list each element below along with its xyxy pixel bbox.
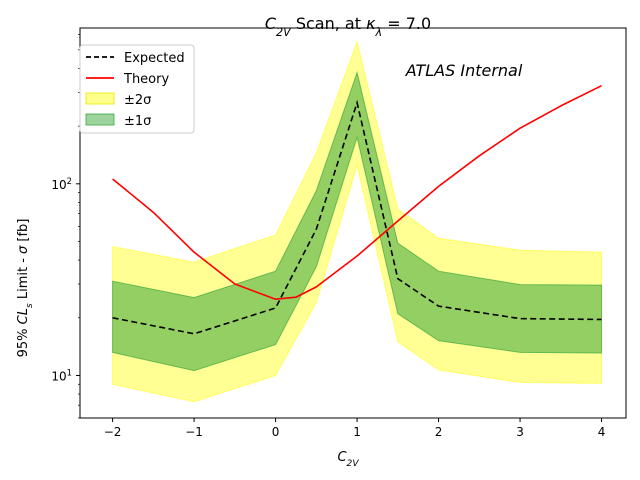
x-tick-label: 3 <box>516 425 524 439</box>
legend: Expected Theory ±2σ ±1σ <box>79 44 195 134</box>
y-tick-label: 101 <box>51 367 72 383</box>
expected-line <box>112 99 602 335</box>
atlas-internal-annotation: ATLAS Internal <box>405 61 523 80</box>
x-tick-label: 1 <box>353 425 361 439</box>
y-axis-ticks: 101 102 <box>51 34 80 419</box>
x-tick-label: 0 <box>272 425 280 439</box>
legend-box <box>79 44 195 134</box>
legend-2sigma-swatch <box>85 92 115 105</box>
y-axis-label: 95% CLs Limit - σ [fb] <box>16 219 35 358</box>
x-tick-label: −2 <box>104 425 122 439</box>
y-tick-label: 102 <box>51 176 72 192</box>
legend-1sigma-swatch <box>85 113 115 126</box>
legend-2sigma-label: ±2σ <box>124 93 151 108</box>
x-tick-label: 2 <box>435 425 443 439</box>
plot-frame <box>79 27 627 419</box>
x-tick-label: −1 <box>185 425 203 439</box>
legend-expected-label: Expected <box>124 51 185 66</box>
x-tick-label: 4 <box>598 425 606 439</box>
band-1sigma <box>112 70 603 372</box>
series-lines <box>112 84 602 335</box>
theory-line <box>112 84 602 301</box>
x-axis-ticks: −2 −1 0 1 2 3 4 <box>104 418 606 439</box>
legend-1sigma-label: ±1σ <box>124 114 151 129</box>
x-axis-label: C2V <box>337 450 359 469</box>
chart-title: C2V Scan, at κλ = 7.0 <box>265 14 431 39</box>
legend-theory-label: Theory <box>123 72 169 87</box>
